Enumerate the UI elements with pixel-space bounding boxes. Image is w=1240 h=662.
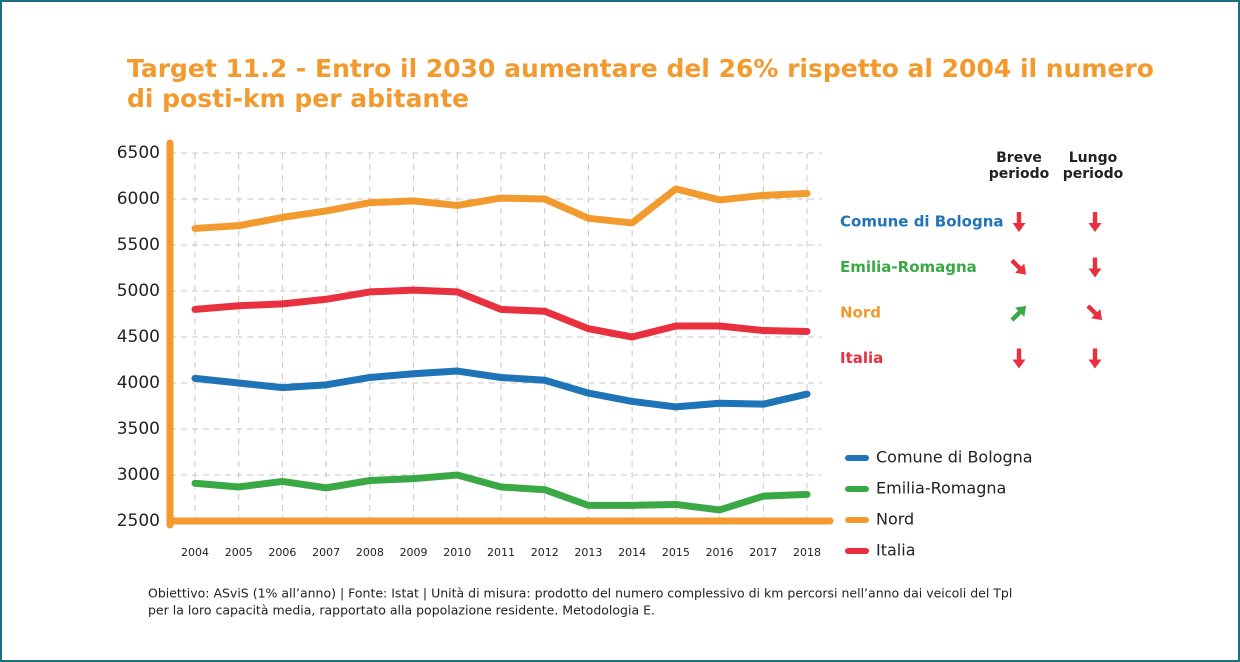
legend-label: Emilia-Romagna xyxy=(876,479,1006,498)
x-tick-label: 2018 xyxy=(793,546,821,559)
x-tick-label: 2010 xyxy=(443,546,471,559)
trend-row-label: Nord xyxy=(840,304,881,322)
trend-arrow xyxy=(1010,258,1027,275)
x-tick-label: 2011 xyxy=(487,546,515,559)
trend-arrow xyxy=(1012,348,1026,369)
y-tick-label: 4500 xyxy=(117,327,160,347)
x-tick-label: 2014 xyxy=(618,546,646,559)
x-tick-label: 2012 xyxy=(531,546,559,559)
x-tick-label: 2016 xyxy=(706,546,734,559)
x-tick-label: 2007 xyxy=(312,546,340,559)
series-line xyxy=(191,367,811,411)
x-tick-label: 2015 xyxy=(662,546,690,559)
series-line xyxy=(191,471,811,514)
trend-arrow xyxy=(1088,212,1102,232)
trend-row-label: Comune di Bologna xyxy=(840,213,1004,231)
x-tick-label: 2005 xyxy=(225,546,253,559)
series-line xyxy=(191,286,811,341)
y-tick-label: 5000 xyxy=(117,281,160,301)
trend-row-label: Italia xyxy=(840,349,883,367)
trend-row-label: Emilia-Romagna xyxy=(840,258,977,276)
footer-text: Obiettivo: ASviS (1% all’anno) | Fonte: … xyxy=(148,586,1012,601)
y-tick-label: 6000 xyxy=(117,189,160,209)
legend-label: Italia xyxy=(876,541,916,560)
y-tick-label: 2500 xyxy=(117,511,160,531)
trend-header: Lungo periodo xyxy=(1063,150,1124,182)
chart-title: Target 11.2 - Entro il 2030 aumentare de… xyxy=(127,54,1154,113)
x-tick-label: 2013 xyxy=(574,546,602,559)
legend-label: Nord xyxy=(876,510,914,529)
y-tick-label: 3500 xyxy=(117,419,160,439)
x-tick-label: 2009 xyxy=(400,546,428,559)
trend-arrow xyxy=(1088,348,1102,369)
y-tick-label: 3000 xyxy=(117,465,160,485)
x-tick-label: 2008 xyxy=(356,546,384,559)
trend-arrow xyxy=(1010,305,1027,322)
trend-arrow xyxy=(1012,212,1026,232)
footer-text: per la loro capacità media, rapportato a… xyxy=(148,603,655,618)
x-tick-label: 2006 xyxy=(268,546,296,559)
series-line xyxy=(191,185,811,232)
trend-arrow xyxy=(1086,304,1103,321)
y-tick-label: 4000 xyxy=(117,373,160,393)
x-tick-label: 2004 xyxy=(181,546,209,559)
legend-label: Comune di Bologna xyxy=(876,448,1033,467)
trend-arrow xyxy=(1088,257,1102,278)
y-tick-label: 6500 xyxy=(117,143,160,163)
y-tick-label: 5500 xyxy=(117,235,160,255)
x-tick-label: 2017 xyxy=(749,546,777,559)
trend-header: Breve periodo xyxy=(989,150,1050,182)
